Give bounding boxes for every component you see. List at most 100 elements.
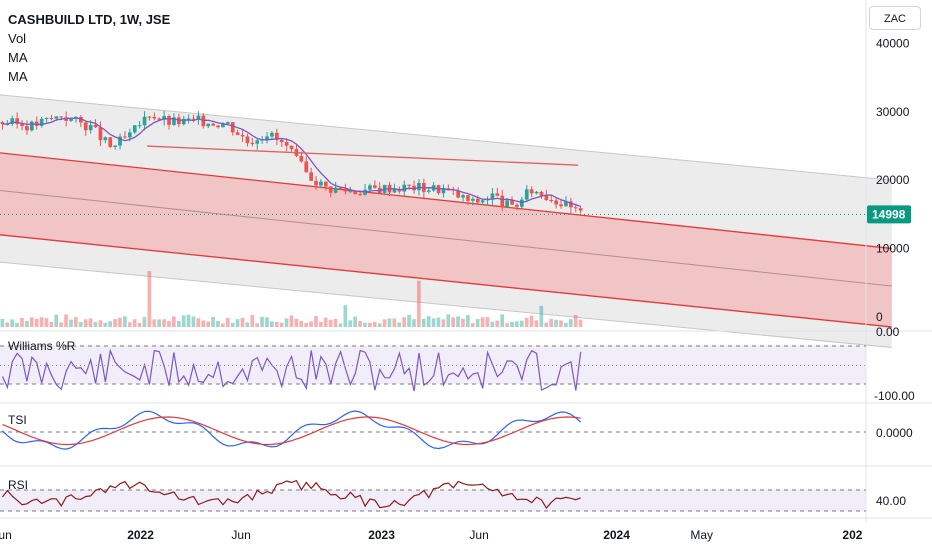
currency-button[interactable]: ZAC xyxy=(869,6,921,30)
candle-body xyxy=(265,136,269,140)
candle-body xyxy=(564,201,568,207)
candle-body xyxy=(441,188,446,194)
candle-body xyxy=(118,136,122,146)
volume-bar xyxy=(510,321,514,327)
volume-bar xyxy=(44,318,49,327)
candle-body xyxy=(534,191,539,194)
candle-body xyxy=(25,125,29,131)
volume-bar xyxy=(245,322,250,327)
time-axis-tick: 2022 xyxy=(127,528,154,542)
price-axis-tick: 20000 xyxy=(876,173,910,187)
volume-bar xyxy=(372,321,377,327)
candle-body xyxy=(137,125,142,127)
time-axis-tick: Jun xyxy=(469,528,488,542)
candle-body xyxy=(0,122,5,125)
price-axis-tick: 40000 xyxy=(876,37,910,51)
volume-bar xyxy=(211,317,215,327)
volume-bar xyxy=(103,322,108,327)
volume-bar xyxy=(176,321,181,327)
tsi-tick: 0.0000 xyxy=(876,426,913,440)
candle-body xyxy=(59,116,64,118)
volume-bar xyxy=(377,323,382,327)
rsi-pane-label[interactable]: RSI xyxy=(8,478,29,492)
volume-bar xyxy=(500,314,504,327)
volume-bar xyxy=(568,319,573,327)
volume-bar xyxy=(461,318,465,327)
time-axis-tick: 202 xyxy=(842,528,862,542)
volume-bar xyxy=(25,320,29,327)
time-axis-tick: May xyxy=(690,528,713,542)
candle-body xyxy=(373,185,377,188)
volume-bar xyxy=(147,271,152,327)
tsi-line xyxy=(2,410,582,450)
indicator-vol-label[interactable]: Vol xyxy=(8,31,27,46)
candle-body xyxy=(186,118,191,120)
volume-bar xyxy=(436,317,441,327)
volume-bar xyxy=(505,323,509,327)
outer-channel-lower-line xyxy=(0,261,892,348)
volume-bar xyxy=(358,321,362,327)
indicator-ma1-label[interactable]: MA xyxy=(8,50,28,65)
candle-body xyxy=(83,122,88,131)
volume-bar xyxy=(363,322,367,327)
candle-body xyxy=(412,185,416,191)
candle-body xyxy=(426,190,431,192)
volume-bar xyxy=(333,319,338,327)
candle-body xyxy=(333,187,338,193)
volume-bar xyxy=(10,319,14,327)
volume-bar xyxy=(142,317,147,327)
candle-body xyxy=(181,118,186,125)
candle-body xyxy=(245,136,250,144)
candle-body xyxy=(539,191,544,196)
candle-body xyxy=(480,200,485,203)
candle-body xyxy=(529,189,534,194)
volume-bar xyxy=(466,315,470,327)
volume-bar xyxy=(524,317,529,327)
outer-channel-upper-line xyxy=(0,94,892,181)
volume-bar xyxy=(392,318,397,327)
volume-bar xyxy=(485,317,490,327)
candle-body xyxy=(230,122,235,133)
candle-body xyxy=(402,184,407,192)
volume-bar xyxy=(309,321,313,327)
volume-bar xyxy=(519,320,524,327)
candle-body xyxy=(172,117,176,125)
volume-bar xyxy=(382,319,387,327)
candle-body xyxy=(10,118,15,125)
volume-bar xyxy=(191,316,196,327)
candle-body xyxy=(299,155,304,162)
candle-body xyxy=(275,132,279,140)
volume-bar xyxy=(397,322,402,327)
volume-bar xyxy=(328,319,333,327)
candle-body xyxy=(289,145,294,150)
candle-body xyxy=(324,181,328,187)
volume-bar xyxy=(265,317,269,327)
volume-bar xyxy=(446,314,451,327)
candle-body xyxy=(510,200,514,205)
volume-bar xyxy=(235,319,240,327)
candle-body xyxy=(255,140,260,144)
tsi-pane-label[interactable]: TSI xyxy=(8,413,27,427)
volume-bar xyxy=(152,319,157,327)
volume-bar xyxy=(113,319,117,327)
candle-body xyxy=(167,116,171,125)
candle-body xyxy=(461,195,465,198)
indicator-ma2-label[interactable]: MA xyxy=(8,69,28,84)
volume-bar xyxy=(230,322,235,327)
williams-pane-label[interactable]: Williams %R xyxy=(8,339,76,353)
volume-bar xyxy=(515,321,519,327)
volume-bar xyxy=(221,323,225,327)
symbol-title[interactable]: CASHBUILD LTD, 1W, JSE xyxy=(8,12,171,27)
rsi-tick: 40.00 xyxy=(876,494,906,508)
candle-body xyxy=(559,204,563,207)
candle-body xyxy=(392,188,397,193)
volume-bar xyxy=(34,318,39,327)
volume-bar xyxy=(456,316,460,327)
volume-bar xyxy=(78,321,83,327)
volume-bar xyxy=(578,319,583,327)
time-axis-tick: Jun xyxy=(0,528,12,542)
volume-bar xyxy=(441,319,446,327)
volume-bar xyxy=(294,318,299,327)
